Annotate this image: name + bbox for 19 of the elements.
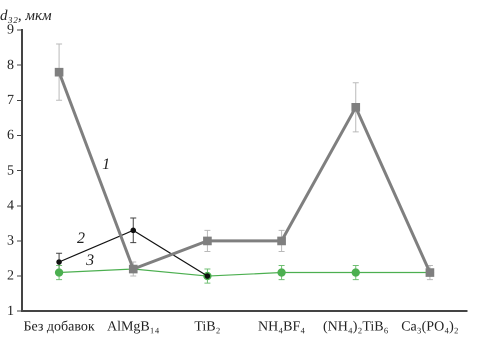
x-tick-label: Ca₃(PO₄)₂ bbox=[401, 319, 459, 334]
x-tick-label: TiB₂ bbox=[194, 319, 221, 334]
y-tick-label: 2 bbox=[7, 268, 14, 284]
series-label: 3 bbox=[85, 252, 94, 269]
y-tick-label: 1 bbox=[7, 304, 14, 319]
series-label: 1 bbox=[102, 156, 110, 173]
y-tick-label: 6 bbox=[7, 128, 14, 144]
x-tick-label: AlMgB₁₄ bbox=[106, 319, 160, 334]
y-axis-title: d₃₂, мкм bbox=[0, 8, 52, 24]
x-tick-label: NH₄BF₄ bbox=[258, 319, 306, 334]
y-tick-label: 7 bbox=[7, 92, 14, 108]
x-tick-label: (NH₄)₂TiB₆ bbox=[323, 319, 389, 334]
series-label: 2 bbox=[77, 230, 86, 248]
y-tick-label: 4 bbox=[7, 198, 14, 214]
x-tick-label: Без добавок bbox=[23, 319, 95, 334]
y-tick-label: 3 bbox=[7, 234, 14, 249]
y-tick-label: 8 bbox=[7, 58, 14, 73]
y-tick-label: 5 bbox=[7, 163, 14, 178]
y-tick-label: 9 bbox=[7, 22, 14, 38]
